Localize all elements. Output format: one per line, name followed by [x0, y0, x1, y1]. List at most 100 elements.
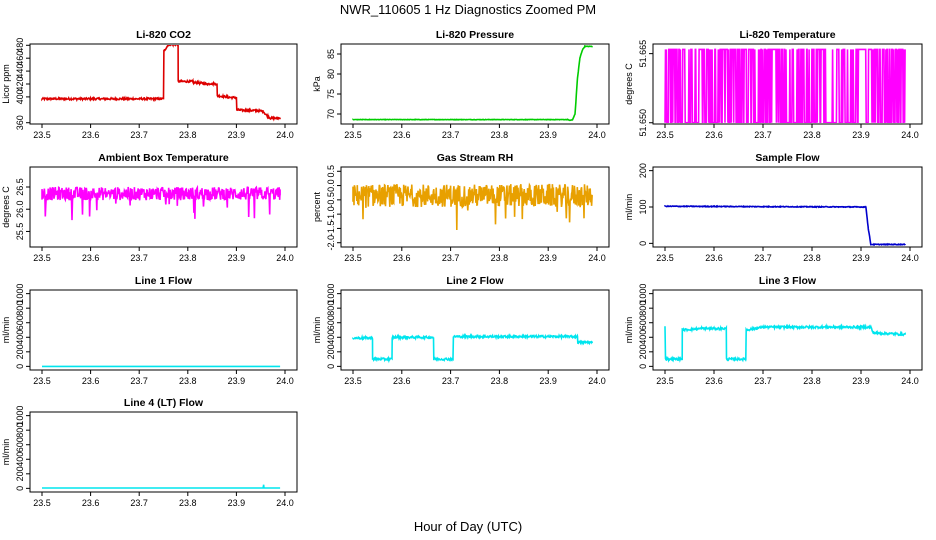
plot-frame	[652, 289, 923, 371]
y-tick-label: 800	[638, 301, 648, 316]
series-line	[352, 182, 593, 231]
x-tick-label: 23.5	[656, 253, 674, 263]
x-tick-label: 23.6	[82, 376, 100, 386]
x-tick-label: 23.9	[852, 253, 870, 263]
y-tick-label: -1.0	[326, 206, 336, 222]
y-tick-label: 200	[15, 344, 25, 359]
x-tick-label: 23.7	[754, 253, 772, 263]
x-tick-label: 23.7	[130, 376, 148, 386]
x-tick-label: 23.9	[228, 376, 246, 386]
panel-title: Line 2 Flow	[446, 275, 504, 287]
x-tick-label: 23.8	[491, 376, 509, 386]
x-tick-label: 23.8	[179, 498, 197, 508]
y-tick-label: -0.5	[326, 192, 336, 208]
panel-title: Line 1 Flow	[135, 275, 193, 287]
y-axis-label: degrees C	[1, 186, 11, 228]
y-tick-label: 51.650	[638, 109, 648, 137]
x-tick-label: 23.5	[344, 253, 362, 263]
x-tick-label: 23.6	[705, 130, 723, 140]
y-tick-label: 600	[326, 315, 336, 330]
x-tick-label: 23.5	[656, 376, 674, 386]
y-tick-label: 80	[326, 69, 336, 79]
x-tick-label: 23.5	[33, 376, 51, 386]
y-tick-label: 100	[638, 199, 648, 214]
x-tick-label: 24.0	[901, 130, 919, 140]
y-tick-label: 600	[638, 315, 648, 330]
y-tick-label: 200	[638, 344, 648, 359]
y-tick-label: 25.5	[15, 223, 25, 241]
series-line	[664, 204, 906, 246]
y-tick-label: 26.5	[15, 178, 25, 196]
plot-frame	[652, 43, 923, 125]
panel-title: Li-820 Pressure	[436, 29, 514, 41]
figure-x-axis-label: Hour of Day (UTC)	[414, 519, 522, 534]
panel-title: Line 3 Flow	[759, 275, 817, 287]
x-tick-label: 23.6	[82, 253, 100, 263]
y-tick-label: 420	[15, 76, 25, 91]
y-axis-label: ml/min	[1, 439, 11, 466]
y-tick-label: 600	[15, 437, 25, 452]
series-line	[352, 45, 593, 122]
x-tick-label: 23.7	[754, 376, 772, 386]
panel-title: Line 4 (LT) Flow	[124, 397, 204, 409]
y-tick-label: 400	[15, 89, 25, 104]
y-tick-label: 200	[15, 466, 25, 481]
y-tick-label: 800	[326, 301, 336, 316]
x-tick-label: 24.0	[276, 376, 294, 386]
series-line	[664, 48, 906, 123]
figure-title: NWR_110605 1 Hz Diagnostics Zoomed PM	[340, 2, 596, 17]
x-tick-label: 24.0	[901, 253, 919, 263]
x-tick-label: 23.8	[803, 253, 821, 263]
y-tick-label: -2.0	[326, 235, 336, 251]
x-tick-label: 23.6	[82, 130, 100, 140]
y-tick-label: 0	[15, 364, 25, 369]
x-tick-label: 23.9	[539, 376, 557, 386]
panel-ambient-box-temperature: Ambient Box Temperature degrees C 23.5 23.6…	[1, 152, 298, 263]
plot-frame	[29, 411, 298, 493]
x-tick-label: 23.6	[705, 376, 723, 386]
panel-li-820-co2: Li-820 CO2 Licor ppm 23.5 23.6 23.7 23.8 23.9 2…	[1, 29, 298, 140]
panel-li-820-temperature: Li-820 Temperature degrees C 23.5 23.6 23.7 2…	[624, 29, 923, 140]
panel-title: Sample Flow	[755, 152, 820, 164]
x-tick-label: 23.7	[130, 253, 148, 263]
x-tick-label: 23.8	[179, 130, 197, 140]
panel-line-3-flow: Line 3 Flow ml/min 23.5 23.6 23.7 23.8 23.9 24.…	[624, 275, 923, 386]
y-tick-label: 85	[326, 49, 336, 59]
y-tick-label: 200	[638, 163, 648, 178]
x-tick-label: 23.5	[33, 498, 51, 508]
x-tick-label: 23.5	[33, 253, 51, 263]
y-tick-label: 0	[638, 364, 648, 369]
x-tick-label: 24.0	[588, 253, 606, 263]
x-tick-label: 23.7	[442, 253, 460, 263]
y-axis-label: percent	[312, 191, 322, 222]
y-tick-label: 0.5	[326, 165, 336, 178]
panel-title: Li-820 CO2	[136, 29, 191, 41]
x-tick-label: 23.5	[344, 376, 362, 386]
panel-grid: Li-820 CO2 Licor ppm 23.5 23.6 23.7 23.8 23.9 2…	[1, 29, 923, 508]
y-tick-label: 70	[326, 109, 336, 119]
y-tick-label: 360	[15, 115, 25, 130]
x-tick-label: 23.7	[442, 130, 460, 140]
y-axis-label: ml/min	[1, 317, 11, 344]
x-tick-label: 23.7	[442, 376, 460, 386]
y-tick-label: 800	[15, 301, 25, 316]
x-tick-label: 23.8	[491, 253, 509, 263]
plot-frame	[340, 166, 610, 248]
y-tick-label: 440	[15, 64, 25, 79]
x-tick-label: 23.7	[130, 498, 148, 508]
series-line	[42, 484, 281, 489]
x-tick-label: 23.9	[539, 130, 557, 140]
x-tick-label: 24.0	[276, 130, 294, 140]
y-tick-label: 1000	[15, 284, 25, 304]
series-line	[41, 45, 281, 122]
y-tick-label: 400	[326, 330, 336, 345]
panel-gas-stream-rh: Gas Stream RH percent 23.5 23.6 23.7 23.8 23.9…	[312, 152, 610, 263]
panel-line-1-flow: Line 1 Flow ml/min 23.5 23.6 23.7 23.8 23.9 24.…	[1, 275, 298, 386]
y-tick-label: 1000	[326, 284, 336, 304]
x-tick-label: 24.0	[588, 130, 606, 140]
panel-line-2-flow: Line 2 Flow ml/min 23.5 23.6 23.7 23.8 23.9 24.…	[312, 275, 610, 386]
y-axis-label: ml/min	[312, 317, 322, 344]
x-tick-label: 23.6	[705, 253, 723, 263]
series-line	[664, 323, 906, 363]
